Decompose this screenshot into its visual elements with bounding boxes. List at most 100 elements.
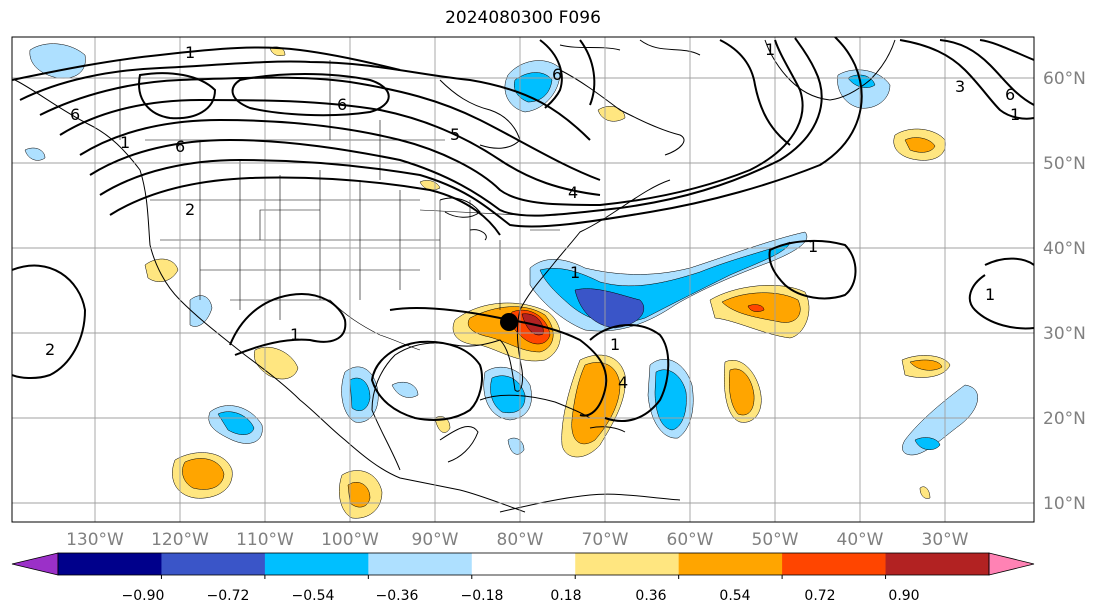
colorbar-tick-label: −0.36 (376, 588, 419, 604)
contour-14 (370, 340, 483, 421)
lon-label: 100°W (321, 530, 379, 550)
colorbar-tick-label: 0.18 (550, 588, 581, 604)
lon-label: 40°W (837, 530, 884, 550)
contour-23 (719, 39, 791, 146)
contour-11 (12, 264, 87, 379)
contour-label: 5 (450, 125, 460, 144)
colorbar (11, 552, 1035, 579)
contour-21 (539, 39, 563, 109)
colorbar-segment (264, 553, 369, 575)
contour-label: 1 (610, 335, 620, 354)
lat-label: 20°N (1043, 409, 1086, 429)
contour-label: 1 (570, 263, 580, 282)
contour-label: 2 (185, 200, 195, 219)
labrador (559, 69, 685, 156)
contour-label: 1 (1010, 105, 1020, 124)
contour-17 (968, 257, 1034, 330)
map-title: 2024080300 F096 (445, 8, 601, 28)
colorbar-tick-label: 0.90 (888, 588, 919, 604)
colorbar-segment (368, 553, 473, 575)
colorbar-tick-label: 0.36 (635, 588, 666, 604)
shade-cyan-east (902, 384, 978, 456)
contour-5 (79, 39, 804, 207)
contour-label: 1 (120, 133, 130, 152)
contour-9 (138, 72, 217, 120)
colorbar-segment (161, 553, 266, 575)
shade-red-east-atlantic (747, 304, 765, 312)
contour-13 (389, 306, 608, 417)
contour-lines (12, 37, 1034, 422)
shade-orange-cabo (909, 359, 943, 371)
colorbar-tick-label: −0.18 (461, 588, 504, 604)
lat-labels: 60°N 50°N 40°N 30°N 20°N 10°N (1043, 69, 1086, 514)
shade-cyan-gulf (391, 381, 419, 398)
lat-label: 40°N (1043, 239, 1086, 259)
contour-2 (19, 60, 591, 141)
storm-center-marker (500, 313, 518, 331)
lon-label: 130°W (66, 530, 124, 550)
lat-label: 10°N (1043, 494, 1086, 514)
contour-1 (12, 46, 401, 81)
political-borders (119, 60, 560, 351)
contour-label: 4 (618, 373, 628, 392)
hudson-bay (439, 79, 521, 149)
contour-label: 4 (568, 183, 578, 202)
map-frame (11, 36, 1035, 523)
cuba (479, 394, 591, 419)
contour-22 (579, 39, 596, 106)
contour-label: 3 (955, 77, 965, 96)
colorbar-tick-label: −0.72 (207, 588, 250, 604)
colorbar-segment (58, 553, 162, 575)
lon-label: 50°W (752, 530, 799, 550)
contour-label: 6 (175, 137, 185, 156)
colorbar-tick-label: 0.72 (804, 588, 835, 604)
lon-label: 70°W (582, 530, 629, 550)
arctic-islands (559, 39, 701, 56)
lon-label: 120°W (151, 530, 209, 550)
lat-label: 50°N (1043, 154, 1086, 174)
contour-label: 1 (290, 325, 300, 344)
greenland (764, 39, 896, 101)
contour-label: 6 (1005, 85, 1015, 104)
graticule (12, 37, 1034, 522)
shade-orange-caribbean (571, 362, 621, 445)
colorbar-tick-label: 0.54 (719, 588, 750, 604)
na-west-coast (14, 79, 526, 513)
colorbar-tick-label: −0.54 (292, 588, 335, 604)
contour-20 (979, 39, 1034, 61)
shade-orange-pacific (182, 458, 225, 490)
shade-cyan-east-inner (914, 437, 941, 450)
lon-label: 90°W (412, 530, 459, 550)
contour-label: 6 (337, 95, 347, 114)
sa-north (499, 493, 681, 513)
lat-label: 30°N (1043, 324, 1086, 344)
hispaniola (589, 426, 626, 433)
contour-label-group: 1 6 6 5 4 2 1 2 1 1 1 6 3 6 1 1 6 4 1 1 (45, 40, 1020, 392)
contour-label: 2 (45, 340, 55, 359)
contour-label: 1 (808, 237, 818, 256)
shade-yellow-small-2 (919, 486, 931, 499)
colorbar-extend-high (988, 552, 1035, 576)
lon-label: 80°W (497, 530, 544, 550)
colorbar-segment (678, 553, 783, 575)
colorbar-segment (885, 553, 990, 575)
lon-label: 60°W (667, 530, 714, 550)
lon-labels: 130°W 120°W 110°W 100°W 90°W 80°W 70°W 6… (66, 530, 969, 550)
contour-19 (939, 39, 1034, 106)
contour-3 (39, 76, 601, 181)
yucatan (439, 426, 479, 463)
colorbar-segment (782, 553, 887, 575)
colorbar-frame (57, 552, 990, 576)
contour-6 (89, 37, 823, 217)
colorbar-tick-labels: −0.90 −0.72 −0.54 −0.36 −0.18 0.18 0.36 … (122, 588, 920, 604)
shade-orange-azores (904, 137, 936, 153)
contour-8 (109, 176, 501, 236)
shade-cyan-alaska (29, 43, 86, 79)
contour-16 (768, 239, 857, 300)
contour-18 (899, 39, 1034, 120)
colorbar-segment (471, 553, 576, 575)
shade-cyan-sw (189, 295, 213, 327)
shade-cyan-mexico-inner (349, 377, 371, 411)
shade-orange-pacific-2 (347, 482, 371, 508)
